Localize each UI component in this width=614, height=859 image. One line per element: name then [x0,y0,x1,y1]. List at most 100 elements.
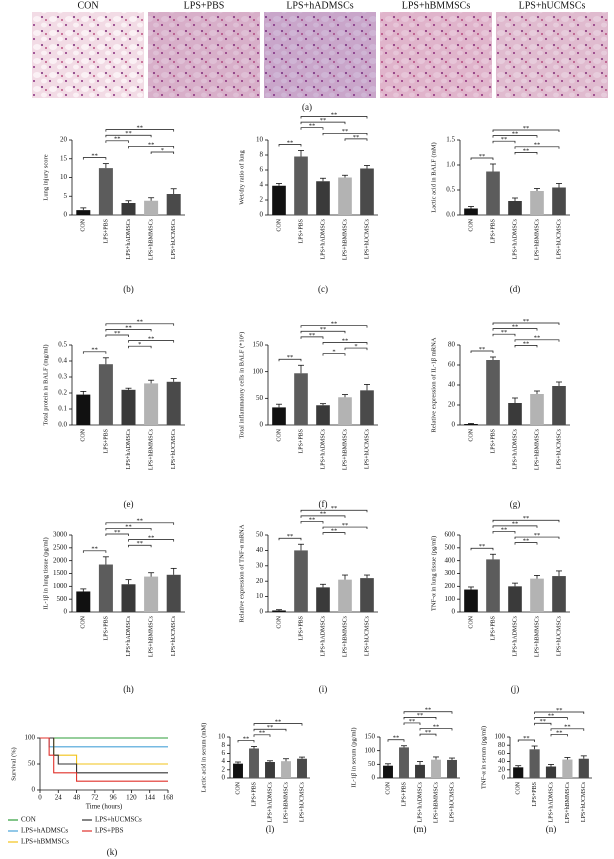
panel-label: (j) [511,684,520,694]
bar [360,390,374,425]
significance-label: ** [556,729,563,736]
significance-label: * [332,349,335,356]
panel-label: (i) [319,684,328,694]
y-tick-label: 3000 [53,531,68,539]
significance-bracket [300,515,346,518]
significance-label: ** [114,529,121,536]
significance-label: ** [320,511,327,518]
y-axis-title: Lactic acid in BALF (mM) [430,142,437,212]
x-tick-label: LPS+hBMMSCs [433,781,439,823]
image-label: LPS+hBMMSCs [402,0,471,11]
survival-line [40,737,168,774]
y-tick-label: 80 [498,741,506,749]
significance-bracket [278,358,302,362]
bar [552,386,566,425]
y-tick-label: 300 [445,569,456,577]
x-tick-label: LPS+hUCMSCs [364,428,370,469]
significance-bracket [300,121,346,125]
significance-label: ** [331,505,338,512]
x-tick-label: LPS+hUCMSCs [299,781,305,822]
significance-bracket [403,716,437,720]
significance-bracket [403,711,453,714]
significance-bracket [253,723,303,726]
significance-label: ** [342,522,349,529]
y-tick-label: 4 [260,181,264,189]
significance-label: ** [331,528,338,535]
bar [121,584,136,612]
bar [294,373,308,425]
image-label: LPS+PBS [184,0,225,11]
bar [415,764,425,778]
bar [76,210,91,215]
significance-bracket [253,734,271,737]
significance-bracket [492,519,560,523]
significance-label: ** [393,735,400,742]
survival-line [40,737,168,782]
histology-tint [148,12,260,98]
x-tick-label: LPS+hBMMSCs [534,428,540,470]
significance-bracket [514,339,560,342]
significance-label: ** [425,707,432,714]
y-tick-label: 0 [372,774,376,782]
bar [76,394,91,425]
significance-label: ** [125,523,132,530]
significance-label: ** [148,141,155,148]
x-tick-label: LPS+hADMSCs [126,218,132,259]
bar [399,747,409,778]
significance-label: ** [353,134,360,141]
x-tick-label: LPS+hBMMSCs [534,218,540,260]
bar [316,587,330,612]
x-tick-label: LPS+hADMSCs [512,218,518,259]
bar [530,394,544,425]
significance-bracket [322,353,346,356]
x-tick-label: CON [468,218,474,231]
bar [578,758,589,778]
histology-image [380,12,492,98]
significance-label: ** [320,326,327,333]
y-tick-label: 0 [260,608,264,616]
legend-label: LPS+PBS [95,827,124,835]
x-tick-label: 168 [163,794,174,802]
y-axis-title: Lung injury score [42,154,49,200]
y-axis-title: Wet/dry ratio of lung [238,149,245,204]
significance-bracket [403,722,421,725]
histology-tint [264,12,376,98]
significance-bracket [322,526,368,530]
panel-label: (b) [123,284,134,294]
y-tick-label: 0.5 [58,341,67,349]
y-tick-label: 100 [253,367,264,375]
significance-label: ** [548,713,555,720]
bar [121,203,136,215]
bar [464,589,478,612]
bar [121,389,136,425]
panel-label: (h) [123,684,134,694]
bar [486,559,500,612]
significance-label: ** [564,724,571,731]
y-tick-label: 50 [28,760,36,768]
significance-bracket [105,140,129,143]
bar [529,749,540,778]
x-tick-label: CON [276,615,282,628]
x-tick-label: LPS+hBMMSCs [534,615,540,657]
x-tick-label: LPS+hUCMSCs [364,615,370,656]
histology-image [32,12,144,98]
significance-bracket [344,138,368,141]
y-tick-label: 0.3 [58,373,67,381]
significance-bracket [514,536,560,540]
bar [98,168,113,215]
x-tick-label: LPS+hADMSCs [512,615,518,656]
x-tick-label: LPS+PBS [298,616,304,640]
x-tick-label: LPS+hADMSCs [320,428,326,469]
significance-label: ** [91,347,98,354]
significance-label: ** [137,319,144,326]
y-tick-label: 150 [365,733,376,741]
y-tick-label: 1500 [53,569,68,577]
significance-bracket [322,532,346,535]
y-tick-label: 50 [368,760,376,768]
y-tick-label: 0.0 [446,211,455,219]
histology-tint [496,12,608,98]
y-tick-label: 150 [253,341,264,349]
significance-label: ** [523,147,530,154]
y-tick-label: 100 [25,734,36,742]
y-tick-label: 0 [64,211,68,219]
